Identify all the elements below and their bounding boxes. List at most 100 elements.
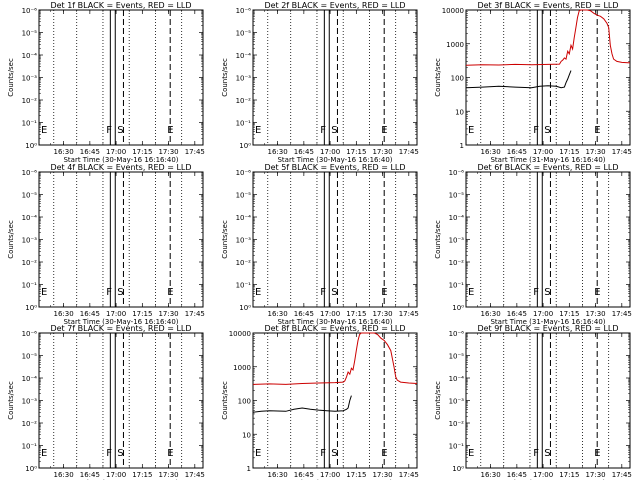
y-tick-label: 10⁻³ — [236, 237, 252, 245]
y-tick-label: 10⁰ — [452, 304, 464, 312]
y-tick-label: 10⁰ — [239, 142, 251, 150]
y-tick-label: 10⁻⁶ — [22, 7, 38, 15]
y-tick-label: 10⁻¹ — [22, 443, 38, 451]
y-tick-label: 10⁻² — [236, 259, 252, 267]
marker-e-right: E — [381, 125, 387, 136]
panel-title: Det 4f BLACK = Events, RED = LLD — [50, 163, 191, 172]
panel-title: Det 1f BLACK = Events, RED = LLD — [50, 1, 191, 10]
y-tick-label: 10⁻⁴ — [236, 52, 252, 60]
y-tick-label: 1 — [247, 465, 251, 473]
y-tick-label: 10⁻⁵ — [22, 30, 38, 38]
y-tick-label: 10⁻² — [22, 259, 38, 267]
marker-s: S — [544, 125, 550, 136]
marker-e-left: E — [255, 287, 261, 298]
x-tick-label: 17:30 — [585, 148, 605, 156]
x-tick-label: 17:45 — [399, 148, 419, 156]
x-tick-label: 17:15 — [132, 471, 152, 479]
x-tick-label: 16:45 — [507, 471, 527, 479]
marker-s: S — [544, 287, 550, 298]
marker-e-left: E — [468, 287, 474, 298]
x-axis-label: Start Time (30-May-16 16:16:40) — [277, 156, 392, 164]
events-series-line — [465, 70, 572, 89]
marker-s: S — [117, 287, 123, 298]
y-axis-label: Counts/sec — [7, 381, 15, 420]
y-axis-label: Counts/sec — [434, 381, 442, 420]
marker-f: F — [106, 125, 112, 136]
x-tick-label: 17:30 — [158, 310, 178, 318]
panel-8: Det 8f BLACK = Events, RED = LLD Counts/s… — [221, 324, 419, 480]
y-tick-label: 10⁻⁶ — [236, 7, 252, 15]
x-axis-label: Start Time (30-May-16 16:16:40) — [63, 318, 178, 326]
y-tick-label: 10⁻³ — [449, 237, 465, 245]
x-tick-label: 17:30 — [158, 148, 178, 156]
x-tick-label: 16:45 — [507, 310, 527, 318]
x-tick-label: 17:00 — [106, 471, 126, 479]
marker-e-right: E — [594, 125, 600, 136]
marker-e-right: E — [594, 287, 600, 298]
marker-e-left: E — [468, 448, 474, 459]
y-tick-label: 10⁻⁴ — [22, 375, 38, 383]
y-tick-label: 10⁻³ — [449, 398, 465, 406]
y-tick-label: 10⁻³ — [22, 75, 38, 83]
x-tick-label: 17:15 — [346, 148, 366, 156]
y-tick-label: 10⁻⁶ — [236, 169, 252, 177]
y-tick-label: 1000 — [446, 41, 464, 49]
x-tick-label: 16:30 — [481, 148, 501, 156]
x-tick-label: 17:30 — [372, 471, 392, 479]
x-tick-label: 17:00 — [533, 148, 553, 156]
marker-e-left: E — [41, 125, 47, 136]
panel-title: Det 5f BLACK = Events, RED = LLD — [264, 163, 405, 172]
x-tick-label: 16:45 — [294, 310, 314, 318]
marker-f: F — [106, 448, 112, 459]
y-tick-label: 10000 — [442, 7, 464, 15]
panel-title: Det 8f BLACK = Events, RED = LLD — [264, 324, 405, 333]
x-tick-label: 17:00 — [533, 310, 553, 318]
y-tick-label: 100 — [238, 398, 251, 406]
y-tick-label: 10⁻⁵ — [449, 353, 465, 361]
x-tick-label: 16:45 — [80, 471, 100, 479]
panel-title: Det 7f BLACK = Events, RED = LLD — [50, 324, 191, 333]
x-tick-label: 17:15 — [132, 148, 152, 156]
x-tick-label: 17:30 — [372, 310, 392, 318]
panel-9: Det 9f BLACK = Events, RED = LLD Counts/s… — [434, 324, 632, 480]
x-tick-label: 17:45 — [185, 148, 205, 156]
panel-2: Det 2f BLACK = Events, RED = LLD Counts/s… — [221, 1, 419, 164]
y-tick-label: 10000 — [229, 330, 251, 338]
x-tick-label: 17:30 — [158, 471, 178, 479]
x-tick-label: 17:30 — [372, 148, 392, 156]
y-tick-label: 10⁰ — [452, 465, 464, 473]
x-tick-label: 16:30 — [54, 310, 74, 318]
x-tick-label: 16:45 — [294, 471, 314, 479]
y-tick-label: 10⁻² — [22, 97, 38, 105]
marker-s: S — [331, 125, 337, 136]
x-tick-label: 16:45 — [294, 148, 314, 156]
marker-s: S — [331, 287, 337, 298]
marker-e-right: E — [594, 448, 600, 459]
y-tick-label: 10⁰ — [25, 304, 37, 312]
marker-s: S — [544, 448, 550, 459]
marker-e-right: E — [381, 448, 387, 459]
x-tick-label: 17:00 — [320, 471, 340, 479]
y-axis-label: Counts/sec — [221, 381, 229, 420]
marker-f: F — [533, 287, 539, 298]
y-tick-label: 1 — [460, 142, 464, 150]
marker-s: S — [117, 448, 123, 459]
y-tick-label: 10⁻² — [236, 97, 252, 105]
x-axis-label: Start Time (31-May-16 16:16:40) — [490, 156, 605, 164]
x-tick-label: 17:30 — [585, 471, 605, 479]
marker-f: F — [320, 448, 326, 459]
y-tick-label: 10⁻² — [449, 259, 465, 267]
marker-e-left: E — [41, 287, 47, 298]
marker-e-left: E — [255, 125, 261, 136]
marker-e-right: E — [167, 287, 173, 298]
y-tick-label: 10⁻¹ — [449, 282, 465, 290]
x-tick-label: 17:00 — [320, 148, 340, 156]
x-tick-label: 16:45 — [80, 310, 100, 318]
y-tick-label: 10⁻⁵ — [22, 353, 38, 361]
events-series-line — [252, 395, 352, 413]
y-axis-label: Counts/sec — [221, 58, 229, 97]
lld-series-line — [465, 9, 631, 66]
y-tick-label: 10⁻¹ — [449, 443, 465, 451]
x-axis-label: Start Time (30-May-16 16:16:40) — [63, 156, 178, 164]
y-axis-label: Counts/sec — [434, 58, 442, 97]
